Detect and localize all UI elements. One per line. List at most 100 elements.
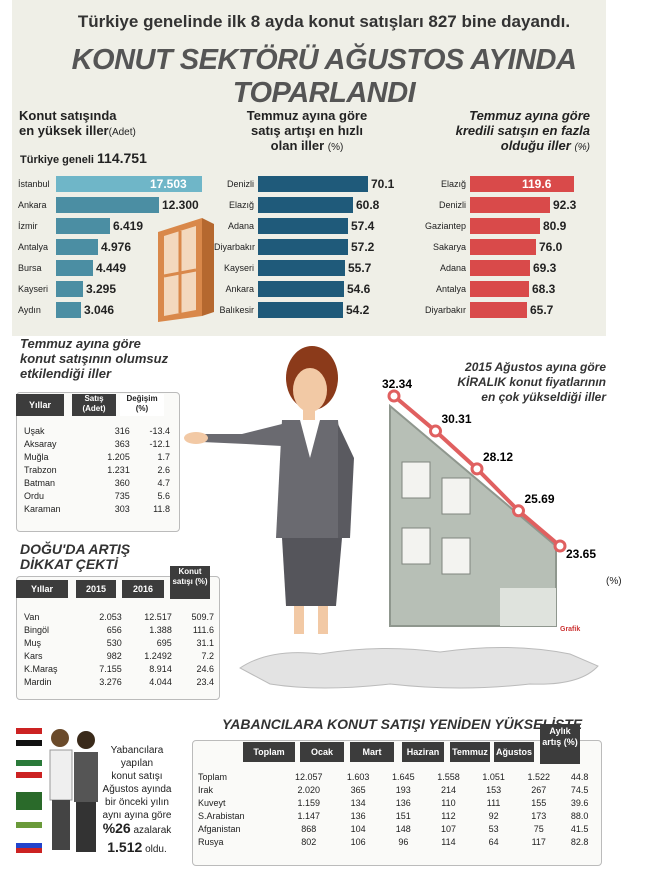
rent-title: 2015 Ağustos ayına göre KİRALIK konut fi… xyxy=(428,360,606,405)
bar-chart-july-increase: Denizli 70.1 Elazığ 60.8 Adana 57.4 Diyarbakır… xyxy=(212,176,412,326)
bar-chart-top-cities: İstanbul 17.503 Ankara 12.300 İzmir 6.419 Anta… xyxy=(12,176,212,326)
line-point xyxy=(553,539,567,553)
table-cell: Kars xyxy=(24,650,43,661)
panel1-title-line1: Konut satışında xyxy=(19,108,117,123)
table-row: Rusya 802 106 96 114 64 117 82.8 xyxy=(196,835,598,848)
table-cell: 104 xyxy=(350,823,366,834)
table-cell: 982 xyxy=(106,650,122,661)
table-cell: S.Arabistan xyxy=(198,810,245,821)
bar xyxy=(258,218,348,234)
bar-value-label: 6.419 xyxy=(113,219,144,233)
table-cell: 53 xyxy=(488,823,499,834)
flags-illustration xyxy=(16,728,42,853)
bar-value-label: 119.6 xyxy=(522,177,552,191)
bar-category-label: Kayseri xyxy=(18,284,49,294)
bar xyxy=(56,239,98,255)
table-cell: Kuveyt xyxy=(198,797,226,808)
table-cell: 7.155 xyxy=(99,663,122,674)
table-cell: 316 xyxy=(114,425,130,436)
bar-value-label: 68.3 xyxy=(532,282,556,296)
panel3-title: Temmuz ayına göre kredili satışın en faz… xyxy=(430,108,590,155)
table-cell: 153 xyxy=(486,784,502,795)
east-title-line1: DOĞU'DA ARTIŞ xyxy=(20,541,131,557)
table-cell: 735 xyxy=(114,490,130,501)
turkey-map xyxy=(239,646,599,689)
table-cell: -13.4 xyxy=(149,425,170,436)
bar-category-label: Adana xyxy=(439,263,466,273)
table-cell: 114 xyxy=(441,836,456,847)
table-row: Kars 982 1.2492 7.2 xyxy=(22,649,216,662)
table-cell: 363 xyxy=(114,438,130,449)
foreign-note: Yabancılara yapılan konut satışı Ağustos… xyxy=(96,744,178,856)
rent-title-line3: en çok yükseldiği iller xyxy=(481,390,606,404)
table-row: Ordu 735 5.6 xyxy=(22,489,172,502)
table-cell: 1.159 xyxy=(297,797,321,808)
bar-category-label: Diyarbakır xyxy=(214,242,256,252)
table-cell: 8.914 xyxy=(149,663,172,674)
table-cell: Rusya xyxy=(198,836,224,847)
bar-value-label: 54.2 xyxy=(346,303,370,317)
neg-col3-header: Değişim (%) xyxy=(120,394,164,416)
table-cell: 41.5 xyxy=(570,823,589,834)
table-cell: 1.645 xyxy=(392,771,415,782)
table-cell: 106 xyxy=(350,836,366,847)
table-cell: 110 xyxy=(441,797,456,808)
panel1-unit: (Adet) xyxy=(108,127,136,138)
foreign-table: Toplam 12.057 1.603 1.645 1.558 1.051 1.522 44.… xyxy=(196,770,598,848)
table-cell: 75 xyxy=(533,823,544,834)
table-row: Trabzon 1.231 2.6 xyxy=(22,463,172,476)
door-illustration xyxy=(158,218,214,322)
bar-value-label: 4.449 xyxy=(96,261,127,275)
woman-illustration xyxy=(184,346,354,634)
bar-category-label: Aydın xyxy=(18,305,41,315)
bar xyxy=(56,176,202,192)
bar-category-label: Antalya xyxy=(18,242,49,252)
note-line7: oldu. xyxy=(145,844,167,855)
bar-value-label: 3.046 xyxy=(84,303,115,317)
table-cell: 1.388 xyxy=(149,624,172,635)
table-cell: 24.6 xyxy=(196,663,214,674)
table-cell: 868 xyxy=(301,823,317,834)
panel3-title-line1: Temmuz ayına göre xyxy=(469,108,590,123)
table-cell: 92 xyxy=(488,810,499,821)
bar xyxy=(470,197,550,213)
east-col1-header: Yıllar xyxy=(16,580,68,598)
neg-table: Uşak 316 -13.4 Aksaray 363 -12.1 Muğla 1.205 1.7… xyxy=(22,424,172,515)
table-row: Toplam 12.057 1.603 1.645 1.558 1.051 1.522 44.… xyxy=(196,770,598,783)
bar-value-label: 57.2 xyxy=(351,240,375,254)
table-cell: Muğla xyxy=(24,451,49,462)
note-line1: Yabancılara yapılan xyxy=(110,745,164,769)
bar-value-label: 55.7 xyxy=(348,261,372,275)
bar xyxy=(56,281,83,297)
neg-title-line3: etkilendiği iller xyxy=(20,366,112,381)
bar xyxy=(258,239,348,255)
house-illustration xyxy=(389,403,557,627)
table-cell: Ordu xyxy=(24,490,45,501)
east-table: Van 2.053 12.517 509.7 Bingöl 656 1.388 111.6 Mu… xyxy=(22,610,216,688)
bar xyxy=(470,281,529,297)
table-cell: Trabzon xyxy=(24,464,57,475)
table-cell: 2.020 xyxy=(297,784,321,795)
bar-category-label: Sakarya xyxy=(432,242,466,252)
table-row: Batman 360 4.7 xyxy=(22,476,172,489)
table-cell: 530 xyxy=(106,637,122,648)
table-cell: 112 xyxy=(441,810,456,821)
bar xyxy=(258,281,344,297)
table-row: Van 2.053 12.517 509.7 xyxy=(22,610,216,623)
table-cell: 155 xyxy=(531,797,547,808)
table-row: Afganistan 868 104 148 107 53 75 41.5 xyxy=(196,822,598,835)
table-cell: 2.6 xyxy=(157,464,170,475)
bar-value-label: 70.1 xyxy=(371,177,395,191)
table-cell: 7.2 xyxy=(201,650,214,661)
bar-category-label: Denizli xyxy=(438,200,466,210)
table-cell: 31.1 xyxy=(196,637,214,648)
table-cell: 1.522 xyxy=(527,771,550,782)
table-cell: Afganistan xyxy=(198,823,241,834)
panel2-unit: (%) xyxy=(327,142,344,153)
neg-col1-header: Yıllar xyxy=(16,394,64,416)
note-num: 1.512 xyxy=(107,839,143,855)
note-line4: bir önceki yılın xyxy=(105,797,169,808)
foreign-column-header: Ağustos xyxy=(494,742,534,762)
table-cell: -12.1 xyxy=(149,438,170,449)
table-row: S.Arabistan 1.147 136 151 112 92 173 88.0 xyxy=(196,809,598,822)
